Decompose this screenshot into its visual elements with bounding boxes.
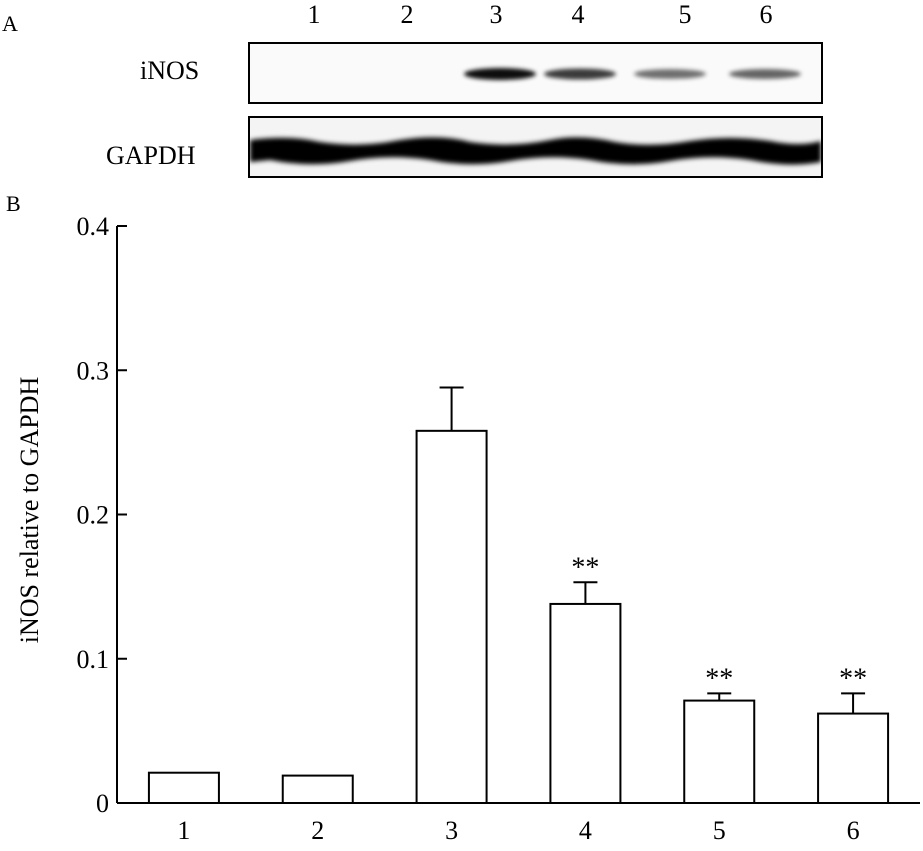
significance-label-5: ** xyxy=(705,663,733,694)
x-tick-label-5: 5 xyxy=(713,816,726,845)
y-tick-label: 0.2 xyxy=(77,501,110,530)
inos-band-lane-3 xyxy=(464,68,536,80)
lane-number-3: 3 xyxy=(489,0,503,29)
blot-image-gapdh xyxy=(248,116,823,178)
x-tick-label-6: 6 xyxy=(847,816,860,845)
bar-5 xyxy=(683,699,756,804)
panel-label-b: B xyxy=(6,191,21,216)
bar-1 xyxy=(147,771,220,805)
lane-number-2: 2 xyxy=(400,0,414,29)
blot-inos-bands xyxy=(464,68,801,80)
blot-row-label-inos: iNOS xyxy=(140,56,200,85)
bar-6 xyxy=(817,712,890,804)
blot-image-inos xyxy=(248,42,823,104)
y-tick-label: 0.3 xyxy=(77,356,110,385)
y-tick-label: 0.4 xyxy=(77,212,110,241)
bar-chart: 0 0.1 0.2 0.3 0.4 1 2 3 4 5 6 ** ** ** iNOS relative… xyxy=(15,212,920,845)
bar-4 xyxy=(549,602,622,804)
lane-number-6: 6 xyxy=(759,0,773,29)
lane-number-4: 4 xyxy=(571,0,585,29)
inos-band-lane-4 xyxy=(544,68,616,80)
y-tick-label: 0.1 xyxy=(77,645,110,674)
panel-label-a: A xyxy=(2,11,18,36)
inos-band-lane-6 xyxy=(729,69,801,79)
lane-number-1: 1 xyxy=(307,0,321,29)
x-tick-label-4: 4 xyxy=(579,816,592,845)
significance-label-6: ** xyxy=(839,663,867,694)
significance-label-4: ** xyxy=(571,552,599,583)
x-tick-label-1: 1 xyxy=(177,816,190,845)
bar-2 xyxy=(281,774,354,805)
lane-number-5: 5 xyxy=(678,0,692,29)
inos-band-lane-5 xyxy=(634,69,706,79)
y-tick-label: 0 xyxy=(96,789,109,818)
x-tick-label-2: 2 xyxy=(311,816,324,845)
blot-gapdh-bands xyxy=(250,137,821,165)
blot-row-label-gapdh: GAPDH xyxy=(106,141,196,170)
y-axis-label: iNOS relative to GAPDH xyxy=(15,377,44,644)
bar-3 xyxy=(415,429,488,805)
x-tick-label-3: 3 xyxy=(445,816,458,845)
